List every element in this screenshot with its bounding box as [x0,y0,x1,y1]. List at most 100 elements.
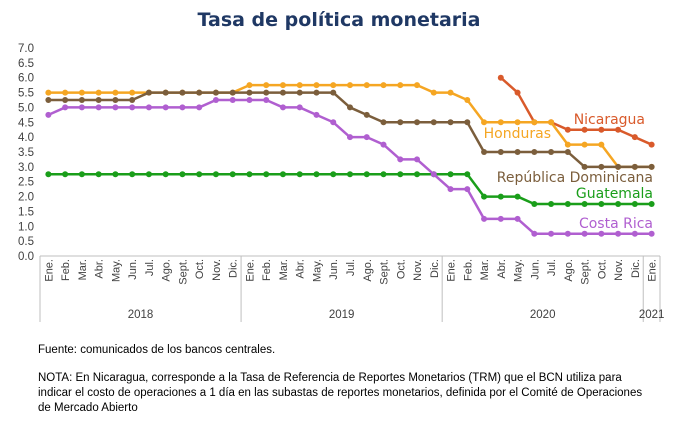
y-tick-label: 3.0 [18,162,34,174]
data-point [62,89,69,96]
data-point [414,171,421,178]
data-point [78,97,85,103]
data-point [447,119,454,126]
data-point [548,230,555,237]
x-tick-label: Jun. [127,259,139,280]
y-tick-label: 2.0 [18,192,34,204]
data-point [95,97,102,103]
data-point [196,104,203,111]
data-point [279,89,286,96]
data-point [45,111,52,118]
data-point [363,111,370,118]
data-point [548,201,555,207]
data-point [581,141,588,148]
data-point [464,119,471,126]
data-point [78,104,85,111]
x-tick-label: Abr. [295,259,307,279]
x-tick-label: Mar. [77,259,89,280]
data-point [229,89,236,96]
series-guatemala [45,171,655,207]
data-point [380,119,387,126]
data-point [212,97,219,103]
y-tick-label: 1.0 [18,221,34,233]
data-point [464,186,471,193]
series-costa-rica [45,97,655,237]
series-line [48,91,652,169]
series-honduras [45,82,655,170]
series-label: República Dominicana [497,170,653,186]
data-point [598,230,605,237]
data-point [481,149,488,155]
data-point [447,186,454,193]
x-tick-label: Abr. [94,259,106,279]
data-point [179,171,186,178]
data-point [397,82,404,89]
data-point [548,119,555,126]
x-tick-label: Feb. [60,259,72,281]
x-tick-label: Ene. [244,259,256,282]
data-point [145,171,152,178]
x-tick-label: Jun. [328,259,340,280]
y-tick-label: 4.5 [18,117,34,129]
year-label: 2020 [530,309,556,321]
data-point [648,201,655,207]
data-point [347,82,353,89]
data-point [179,89,186,96]
data-point [62,104,69,111]
y-tick-label: 1.5 [18,206,34,218]
x-tick-label: Ago. [362,259,374,282]
data-point [615,163,622,170]
data-point [447,89,454,96]
data-point [313,171,320,178]
data-point [145,104,152,111]
x-tick-label: Sept. [379,259,391,285]
data-point [363,82,370,89]
data-point [648,141,655,148]
data-point [347,104,353,111]
data-point [414,156,421,163]
data-point [631,230,638,237]
data-point [313,82,320,89]
data-point [447,171,454,178]
data-point [196,89,203,96]
data-point [363,171,370,178]
chart-axes: 0.0 0.5 1.0 1.5 2.0 2.5 3.0 3.5 4.0 4.5 5.0 5.5 6.0 6… [18,43,664,322]
y-tick-label: 7.0 [18,43,34,55]
data-point [112,104,119,111]
x-tick-label: Abr. [496,259,508,279]
data-point [598,141,605,148]
data-point [129,97,136,103]
data-point [279,82,286,89]
x-tick-label: Jul. [345,259,357,276]
data-point [95,171,102,178]
data-point [497,193,504,200]
x-tick-label: Mar. [479,259,491,280]
data-point [514,193,521,200]
data-point [330,119,337,126]
x-tick-label: Dic. [630,259,642,278]
data-point [296,82,303,89]
data-point [430,119,437,126]
data-point [330,171,337,178]
x-tick-label: Nov. [211,259,223,281]
x-tick-label: Jun. [529,259,541,280]
year-label: 2019 [329,309,355,321]
data-point [497,215,504,222]
data-point [430,89,437,96]
data-point [296,104,303,111]
x-tick-label: Ene. [43,259,55,282]
data-point [45,89,52,96]
series-line [47,98,652,235]
data-point [564,126,571,133]
data-point [397,171,404,178]
data-point [347,134,353,141]
data-point [464,97,471,103]
series-label: Costa Rica [579,216,653,232]
series-label: Nicaragua [574,112,645,128]
data-point [129,104,136,111]
data-point [564,149,571,155]
series-label: Guatemala [576,186,653,202]
x-tick-label: May. [311,259,323,282]
data-point [196,171,203,178]
data-point [263,97,270,103]
